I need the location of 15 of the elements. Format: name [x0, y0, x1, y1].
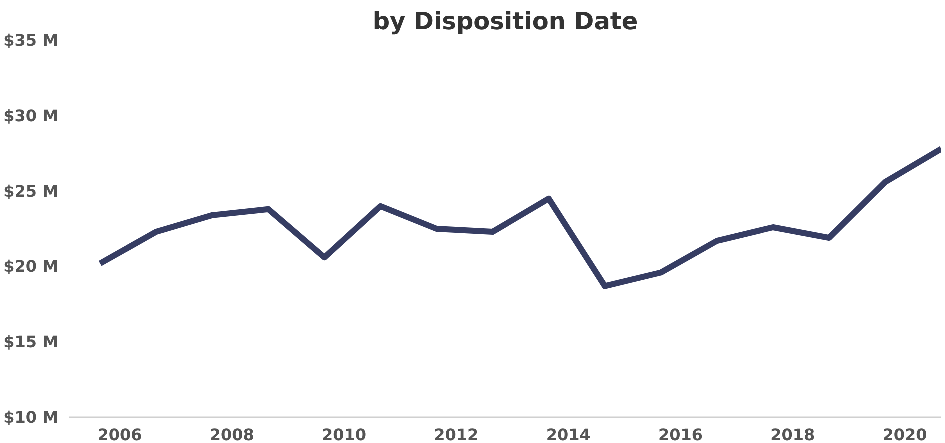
- y-tick-label: $25 M: [4, 182, 58, 201]
- x-tick-label: 2010: [322, 426, 367, 443]
- x-tick-label: 2020: [882, 426, 928, 443]
- x-tick-label: 2014: [546, 426, 591, 443]
- x-tick-label: 2018: [770, 426, 816, 443]
- x-tick-label: 2006: [98, 426, 142, 443]
- x-tick-label: 2008: [210, 426, 254, 443]
- y-tick-label: $15 M: [4, 332, 58, 352]
- y-tick-label: $20 M: [4, 257, 58, 276]
- y-tick-label: $30 M: [4, 106, 58, 126]
- chart-title: by Disposition Date: [372, 8, 638, 36]
- y-tick-label: $35 M: [4, 31, 58, 50]
- x-tick-label: 2016: [658, 426, 704, 443]
- x-tick-label: 2012: [434, 426, 479, 443]
- y-tick-label: $10 M: [4, 408, 58, 427]
